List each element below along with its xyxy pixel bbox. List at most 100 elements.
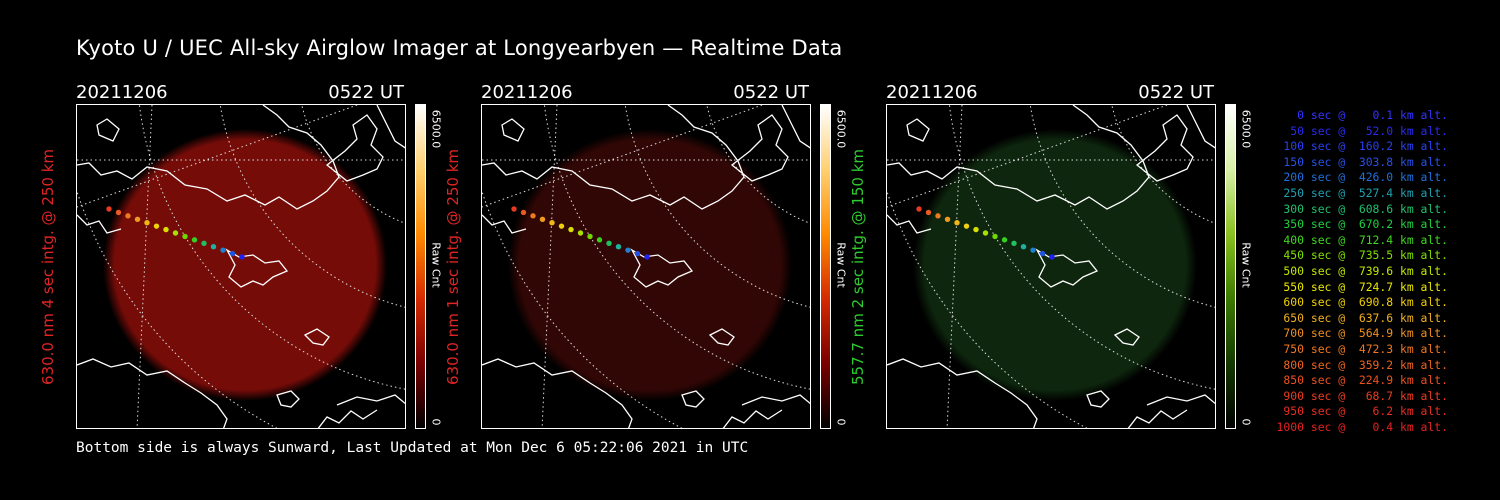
legend-row: 300 sec @ 608.6 km alt. [1276, 201, 1448, 216]
trajectory-point [549, 220, 555, 226]
panel-time: 0522 UT [733, 82, 809, 103]
panel-ylabel: 557.7 nm 2 sec intg. @ 150 km [849, 148, 867, 385]
trajectory-point [568, 226, 574, 233]
trajectory-point [963, 223, 970, 229]
trajectory-point [606, 240, 612, 246]
panel-ylabel: 630.0 nm 1 sec intg. @ 250 km [444, 148, 462, 385]
colorbar-max: 6500.0 [834, 109, 848, 149]
trajectory-point [982, 230, 989, 236]
trajectory-point [916, 206, 922, 212]
allsky-map [886, 104, 1216, 429]
trajectory-point [106, 206, 112, 212]
page-title: Kyoto U / UEC All-sky Airglow Imager at … [76, 36, 843, 60]
colorbar-min: 0 [834, 418, 848, 426]
legend-row: 100 sec @ 160.2 km alt. [1276, 139, 1448, 154]
legend-row: 250 sec @ 527.4 km alt. [1276, 185, 1448, 200]
legend-row: 0 sec @ 0.1 km alt. [1276, 108, 1448, 122]
map-svg [887, 105, 1215, 428]
panel-time: 0522 UT [328, 82, 404, 103]
trajectory-legend: 0 sec @ 0.1 km alt. 50 sec @ 52.0 km alt… [1262, 108, 1448, 435]
trajectory-point [587, 233, 593, 240]
airglow-panel-630nm-1s: 630.0 nm 1 sec intg. @ 250 km 20211206 0… [444, 80, 861, 430]
map-svg [77, 105, 405, 428]
panel-time: 0522 UT [1138, 82, 1214, 103]
trajectory-point [558, 223, 565, 229]
trajectory-point [125, 213, 131, 219]
colorbar-max: 6500.0 [429, 109, 443, 149]
airglow-disk [103, 129, 387, 401]
legend-row: 950 sec @ 6.2 km alt. [1276, 404, 1448, 419]
trajectory-point [220, 247, 226, 253]
colorbar-min: 0 [429, 418, 443, 426]
trajectory-point [1001, 237, 1008, 243]
legend-row: 600 sec @ 690.8 km alt. [1276, 295, 1448, 310]
trajectory-point [182, 233, 188, 240]
trajectory-point [172, 230, 179, 236]
trajectory-point [944, 216, 951, 222]
trajectory-point [615, 244, 622, 250]
airglow-panel-557nm-2s: 557.7 nm 2 sec intg. @ 150 km 20211206 0… [849, 80, 1266, 430]
trajectory-point [625, 247, 631, 253]
coastline [887, 105, 1215, 428]
footer-status: Bottom side is always Sunward, Last Upda… [76, 440, 749, 456]
legend-row: 350 sec @ 670.2 km alt. [1276, 217, 1448, 232]
colorbar-unit: Raw Cnt [1239, 242, 1253, 288]
trajectory-point [925, 209, 932, 216]
trajectory-point [1011, 240, 1017, 246]
trajectory-point [1039, 250, 1046, 257]
trajectory-point [992, 233, 998, 240]
trajectory-point [201, 240, 207, 246]
trajectory-point [954, 220, 960, 226]
trajectory-point [1030, 247, 1036, 253]
graticule [482, 105, 810, 428]
trajectory [916, 206, 1055, 260]
trajectory-point [644, 254, 650, 260]
trajectory-point [134, 216, 141, 222]
panel-date: 20211206 [481, 82, 573, 103]
legend-row: 800 sec @ 359.2 km alt. [1276, 357, 1448, 372]
trajectory-point [511, 206, 517, 212]
legend-row: 700 sec @ 564.9 km alt. [1276, 326, 1448, 341]
legend-row: 450 sec @ 735.5 km alt. [1276, 248, 1448, 263]
trajectory-point [530, 213, 536, 219]
airglow-disk [508, 129, 792, 401]
trajectory-point [144, 220, 150, 226]
colorbar [820, 104, 831, 429]
graticule [887, 105, 1215, 428]
legend-row: 1000 sec @ 0.4 km alt. [1276, 419, 1448, 434]
legend-row: 850 sec @ 224.9 km alt. [1276, 373, 1448, 388]
trajectory-point [577, 230, 584, 236]
trajectory-point [153, 223, 160, 229]
trajectory [511, 206, 650, 260]
trajectory-point [596, 237, 603, 243]
colorbar-max: 6500.0 [1239, 109, 1253, 149]
trajectory-point [935, 213, 941, 219]
panel-ylabel: 630.0 nm 4 sec intg. @ 250 km [39, 148, 57, 385]
colorbar-unit: Raw Cnt [429, 242, 443, 288]
airglow-disk [913, 129, 1197, 401]
legend-row: 400 sec @ 712.4 km alt. [1276, 232, 1448, 247]
panel-date: 20211206 [886, 82, 978, 103]
panel-date: 20211206 [76, 82, 168, 103]
trajectory-point [973, 226, 979, 233]
colorbar-unit: Raw Cnt [834, 242, 848, 288]
trajectory-point [634, 250, 641, 257]
map-svg [482, 105, 810, 428]
allsky-map [76, 104, 406, 429]
colorbar [415, 104, 426, 429]
airglow-panel-630nm-4s: 630.0 nm 4 sec intg. @ 250 km 20211206 0… [39, 80, 456, 430]
legend-row: 750 sec @ 472.3 km alt. [1276, 341, 1448, 356]
legend-row: 50 sec @ 52.0 km alt. [1276, 123, 1448, 138]
trajectory-point [539, 216, 546, 222]
allsky-map [481, 104, 811, 429]
trajectory-point [229, 250, 236, 257]
legend-row: 200 sec @ 426.0 km alt. [1276, 170, 1448, 185]
coastline [77, 105, 405, 428]
trajectory-point [210, 244, 217, 250]
trajectory-point [163, 226, 169, 233]
legend-row: 650 sec @ 637.6 km alt. [1276, 310, 1448, 325]
trajectory-point [115, 209, 122, 216]
legend-row: 500 sec @ 739.6 km alt. [1276, 263, 1448, 278]
legend-row: 550 sec @ 724.7 km alt. [1276, 279, 1448, 294]
graticule [77, 105, 405, 428]
